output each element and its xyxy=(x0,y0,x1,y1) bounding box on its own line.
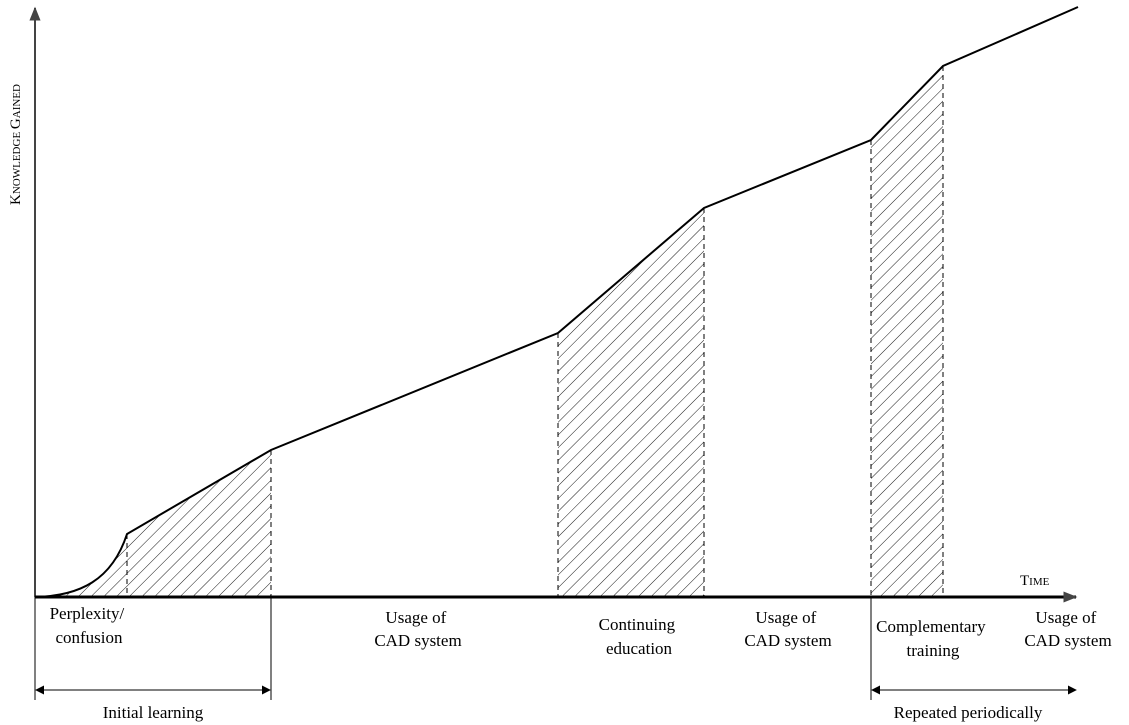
phase-label-perplexity: Perplexity/ confusion xyxy=(50,604,129,647)
learning-curve xyxy=(34,6,1079,598)
repeated-periodically-bracket: Repeated periodically xyxy=(870,597,1077,722)
hatch-continuing-education xyxy=(558,208,704,597)
y-axis-label: KNOWLEDGE GAINED xyxy=(8,84,24,205)
phase-label-usage-3: Usage of CAD system xyxy=(1024,608,1111,650)
repeated-periodically-label: Repeated periodically xyxy=(894,703,1043,722)
initial-learning-bracket: Initial learning xyxy=(34,597,272,722)
hatch-complementary-training xyxy=(871,66,943,597)
phase-label-usage-2: Usage of CAD system xyxy=(744,608,831,650)
phase-label-continuing-education: Continuing education xyxy=(599,615,680,658)
x-axis-label: TIME xyxy=(1020,573,1050,589)
phase-labels: Perplexity/ confusion Usage of CAD syste… xyxy=(50,604,1112,660)
hatch-initial-learning xyxy=(35,450,271,597)
initial-learning-label: Initial learning xyxy=(103,703,204,722)
phase-dividers xyxy=(126,66,944,597)
phase-label-usage-1: Usage of CAD system xyxy=(374,608,461,650)
phase-label-complementary-training: Complementary training xyxy=(876,617,990,660)
